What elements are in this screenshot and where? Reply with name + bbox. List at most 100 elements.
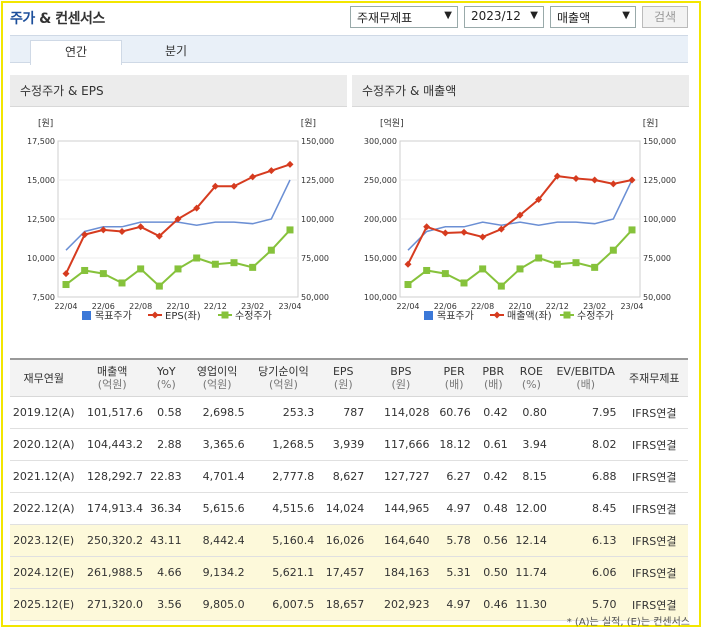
right-tick-label: 75,000 xyxy=(643,254,671,263)
column-header-label: ROE xyxy=(519,365,543,378)
table-cell: 2019.12(A) xyxy=(10,396,78,429)
data-point xyxy=(609,246,617,254)
legend-label: EPS(좌) xyxy=(165,310,201,322)
x-tick-label: 23/04 xyxy=(620,302,643,311)
data-point xyxy=(628,176,636,184)
legend-swatch xyxy=(151,311,159,319)
legend-swatch xyxy=(82,311,91,320)
column-header-label: EPS xyxy=(332,365,354,378)
table-cell: 184,163 xyxy=(368,556,434,589)
data-point xyxy=(267,167,275,175)
table-cell: 5,160.4 xyxy=(248,524,319,557)
table-cell: 0.42 xyxy=(474,460,512,493)
data-point xyxy=(99,226,107,234)
tab-annual[interactable]: 연간 xyxy=(30,40,122,65)
data-point xyxy=(118,227,126,235)
column-header: BPS (원) xyxy=(368,358,434,397)
column-header-unit: (억원) xyxy=(97,378,127,391)
x-tick-label: 22/08 xyxy=(471,302,494,311)
data-point xyxy=(591,176,599,184)
data-point xyxy=(553,260,561,268)
data-point xyxy=(267,246,275,254)
right-axis-unit: [원] xyxy=(643,118,658,129)
table-cell: 22.83 xyxy=(147,460,186,493)
table-cell: 16,026 xyxy=(318,524,369,557)
data-point xyxy=(572,174,580,182)
table-cell: IFRS연결 xyxy=(620,492,688,525)
left-tick-label: 200,000 xyxy=(364,215,397,224)
data-point xyxy=(516,211,524,219)
table-cell: 8,627 xyxy=(318,460,369,493)
period-value: 2023/12 xyxy=(471,9,521,23)
left-tick-label: 12,500 xyxy=(27,215,55,224)
data-point xyxy=(174,265,182,273)
data-point xyxy=(535,254,543,262)
left-tick-label: 15,000 xyxy=(27,176,55,185)
tab-quarterly[interactable]: 분기 xyxy=(164,44,188,58)
left-tick-label: 100,000 xyxy=(364,293,397,302)
table-cell: 12.14 xyxy=(511,524,551,557)
table-row: 2019.12(A) 101,517.6 0.58 2,698.5 253.3 787 11… xyxy=(10,396,688,429)
table-cell: 60.76 xyxy=(433,396,475,429)
right-tick-label: 50,000 xyxy=(301,293,329,302)
chart-title: 수정주가 & 매출액 xyxy=(352,75,689,107)
left-axis-unit: [원] xyxy=(38,118,53,129)
data-point xyxy=(118,279,126,287)
legend-label: 목표주가 xyxy=(437,310,474,322)
column-header: EV/EBITDA (배) xyxy=(550,358,621,397)
table-header-row: 재무연월 매출액 (억원) YoY (%) 영업이익 (억원) 당기순이익 (억원) EPS (원)… xyxy=(10,358,688,397)
data-point xyxy=(81,266,89,274)
search-button[interactable]: 검색 xyxy=(642,6,688,28)
column-header-unit: (배) xyxy=(483,378,503,391)
statement-type-select[interactable]: 주재무제표 ▼ xyxy=(350,6,458,28)
table-cell: 0.42 xyxy=(474,396,512,429)
column-header: PER (배) xyxy=(433,358,475,397)
table-cell: 17,457 xyxy=(318,556,369,589)
financial-table: 재무연월 매출액 (억원) YoY (%) 영업이익 (억원) 당기순이익 (억원) EPS (원)… xyxy=(10,358,688,621)
table-cell: 0.48 xyxy=(474,492,512,525)
column-header-label: 당기순이익 xyxy=(258,365,309,378)
table-cell: 8.45 xyxy=(550,492,621,525)
chart-panel-sales: 수정주가 & 매출액 [억원] [원] 300,000 150,000 250,00… xyxy=(352,75,689,333)
data-point xyxy=(479,265,487,273)
legend-swatch xyxy=(221,311,229,319)
title-rest: & 컨센서스 xyxy=(39,11,105,27)
table-cell: 253.3 xyxy=(248,396,319,429)
column-header: ROE (%) xyxy=(511,358,551,397)
table-cell: 4.97 xyxy=(433,588,475,621)
legend-label: 매출액(좌) xyxy=(507,310,552,322)
table-cell: 8.02 xyxy=(550,428,621,461)
legend-swatch xyxy=(424,311,433,320)
table-cell: 3.94 xyxy=(511,428,551,461)
x-tick-label: 23/02 xyxy=(241,302,264,311)
table-cell: 114,028 xyxy=(368,396,434,429)
table-cell: 6.88 xyxy=(550,460,621,493)
column-header-label: YoY xyxy=(156,365,176,378)
right-tick-label: 150,000 xyxy=(301,137,334,146)
data-point xyxy=(497,225,505,233)
left-axis-unit: [억원] xyxy=(380,117,404,129)
data-point xyxy=(62,270,70,278)
table-cell: 4,701.4 xyxy=(185,460,249,493)
data-point xyxy=(230,182,238,190)
period-select[interactable]: 2023/12 ▼ xyxy=(464,6,544,28)
table-cell: 117,666 xyxy=(368,428,434,461)
data-point xyxy=(460,228,468,236)
data-point xyxy=(460,279,468,287)
x-tick-label: 22/06 xyxy=(434,302,457,311)
table-cell: 4.97 xyxy=(433,492,475,525)
table-row: 2025.12(E) 271,320.0 3.56 9,805.0 6,007.5 18,… xyxy=(10,588,688,621)
chart-title: 수정주가 & EPS xyxy=(10,75,347,107)
table-cell: 9,805.0 xyxy=(185,588,249,621)
table-cell: 0.46 xyxy=(474,588,512,621)
data-point xyxy=(249,263,257,271)
column-header-label: 영업이익 xyxy=(196,365,238,378)
data-point xyxy=(230,259,238,267)
column-header-unit: (억원) xyxy=(202,378,232,391)
metric-select[interactable]: 매출액 ▼ xyxy=(550,6,636,28)
data-point xyxy=(441,229,449,237)
table-cell: 7.95 xyxy=(550,396,621,429)
table-cell: IFRS연결 xyxy=(620,460,688,493)
data-point xyxy=(535,196,543,203)
metric-value: 매출액 xyxy=(557,11,591,25)
